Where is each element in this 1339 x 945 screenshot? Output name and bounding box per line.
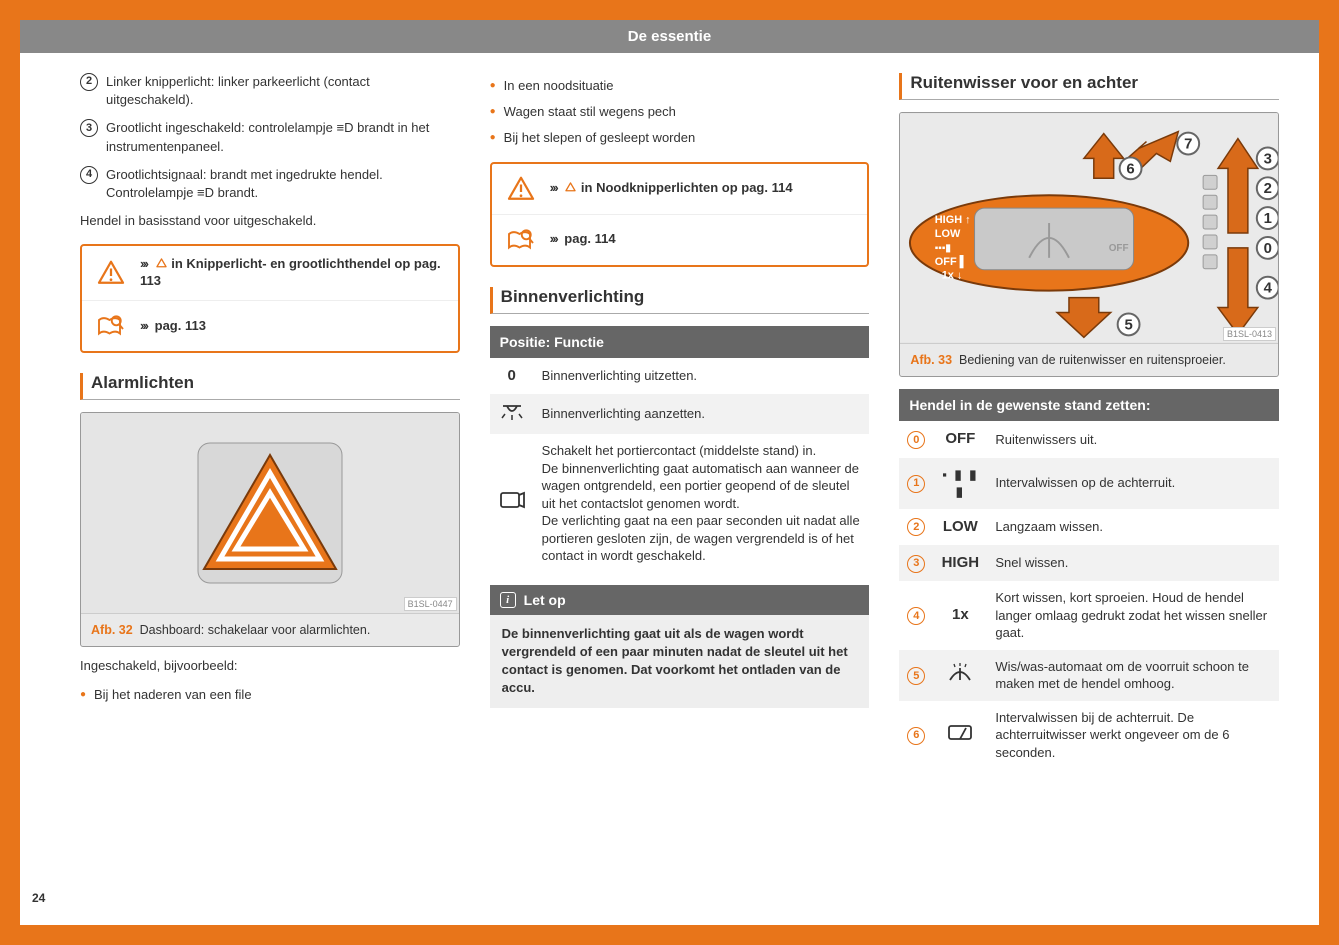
rear-wiper-icon <box>933 701 987 770</box>
table-binnenverlichting: Positie: Functie 0 Binnenverlichting uit… <box>490 326 870 573</box>
reference-box: ››› in Knipperlicht- en grootlicht­hende… <box>80 244 460 353</box>
svg-text:1x ↓: 1x ↓ <box>942 270 963 282</box>
page-number: 24 <box>32 891 45 905</box>
list-text: Grootlichtsignaal: brandt met ingedrukte… <box>106 166 460 202</box>
symbol-1x: 1x <box>933 581 987 650</box>
wiper-lever-diagram: HIGH ↑ LOW ▪▪▪▮ OFF ▌ 1x ↓ OFF <box>900 113 1278 343</box>
table-cell: Schakelt het portiercontact (middelste s… <box>534 434 870 573</box>
reference-text: ››› pag. 113 <box>140 318 206 335</box>
warning-triangle-icon <box>96 258 126 288</box>
hazard-button-icon <box>170 423 370 603</box>
door-contact-icon <box>490 434 534 573</box>
list-number: 2 <box>80 73 98 91</box>
svg-text:4: 4 <box>1264 281 1273 297</box>
svg-text:5: 5 <box>1125 317 1133 333</box>
bullet-item: Bij het naderen van een file <box>80 686 460 704</box>
section-heading-ruitenwisser: Ruitenwisser voor en achter <box>899 73 1279 100</box>
reference-box: ››› in Noodknipperlichten op pag. 114 ››… <box>490 162 870 267</box>
reference-text: ››› in Noodknipperlichten op pag. 114 <box>550 180 793 197</box>
warning-triangle-icon <box>506 174 536 204</box>
table-cell: Intervalwissen op de achterruit. <box>987 458 1279 509</box>
bullet-list: Bij het naderen van een file <box>80 686 460 704</box>
table-cell: Wis/was-automaat om de voorruit schoon t… <box>987 650 1279 701</box>
figure-id: B1SL-0447 <box>404 597 457 611</box>
row-number: 5 <box>907 667 925 685</box>
column-1: 2 Linker knipperlicht: linker parkeerlich… <box>80 73 460 769</box>
para-basisstand: Hendel in basisstand voor uitgeschakeld. <box>80 212 460 230</box>
svg-text:3: 3 <box>1264 151 1272 167</box>
svg-text:OFF: OFF <box>1109 243 1129 254</box>
bullet-item: In een noodsituatie <box>490 77 870 95</box>
list-number: 3 <box>80 119 98 137</box>
row-number: 6 <box>907 727 925 745</box>
section-heading-alarmlichten: Alarmlichten <box>80 373 460 400</box>
indicator-list: 2 Linker knipperlicht: linker parkeerlich… <box>80 73 460 202</box>
svg-text:6: 6 <box>1127 161 1135 177</box>
svg-text:2: 2 <box>1264 181 1272 197</box>
row-number: 2 <box>907 518 925 536</box>
book-magnify-icon <box>96 311 126 341</box>
note-body: De binnenverlichting gaat uit als de wag… <box>490 615 870 708</box>
svg-text:LOW: LOW <box>935 228 961 240</box>
figure-caption: Afb. 32 Dashboard: schakelaar voor alarm… <box>81 613 459 646</box>
interval-bars-icon: ▪ ▮ ▮ ▮ <box>933 458 987 509</box>
svg-text:1: 1 <box>1264 211 1272 227</box>
symbol-high: HIGH <box>933 545 987 581</box>
column-2: In een noodsituatie Wagen staat stil weg… <box>490 73 870 769</box>
note-box: iLet op De binnenverlichting gaat uit al… <box>490 585 870 708</box>
row-number: 0 <box>907 431 925 449</box>
wash-wipe-icon <box>933 650 987 701</box>
table-cell: Snel wissen. <box>987 545 1279 581</box>
reference-text: ››› pag. 114 <box>550 231 616 248</box>
figure-ruitenwisser: HIGH ↑ LOW ▪▪▪▮ OFF ▌ 1x ↓ OFF <box>899 112 1279 377</box>
svg-text:HIGH ↑: HIGH ↑ <box>935 214 971 226</box>
figure-alarmlichten: B1SL-0447 Afb. 32 Dashboard: schakelaar … <box>80 412 460 647</box>
table-ruitenwisser: Hendel in de gewenste stand zetten: 0 OF… <box>899 389 1279 769</box>
bullet-item: Bij het slepen of gesleept worden <box>490 129 870 147</box>
symbol-low: LOW <box>933 509 987 545</box>
book-magnify-icon <box>506 225 536 255</box>
symbol-zero: 0 <box>490 358 534 394</box>
note-heading: iLet op <box>490 585 870 615</box>
list-number: 4 <box>80 166 98 184</box>
table-cell: Binnenverlichting aanzetten. <box>534 394 870 434</box>
info-icon: i <box>500 592 516 608</box>
row-number: 4 <box>907 607 925 625</box>
svg-text:0: 0 <box>1264 241 1272 257</box>
section-heading-binnenverlichting: Binnenverlichting <box>490 287 870 314</box>
figure-caption: Afb. 33 Bediening van de ruitenwisser en… <box>900 343 1278 376</box>
row-number: 3 <box>907 555 925 573</box>
para-ingeschakeld: Ingeschakeld, bijvoorbeeld: <box>80 657 460 675</box>
svg-text:OFF ▌: OFF ▌ <box>935 255 968 269</box>
column-3: Ruitenwisser voor en achter HIGH ↑ LOW ▪… <box>899 73 1279 769</box>
table-header: Positie: Functie <box>490 326 870 358</box>
bullet-list: In een noodsituatie Wagen staat stil weg… <box>490 77 870 148</box>
table-cell: Langzaam wissen. <box>987 509 1279 545</box>
symbol-off: OFF <box>933 421 987 457</box>
table-header: Hendel in de gewenste stand zetten: <box>899 389 1279 421</box>
bullet-item: Wagen staat stil wegens pech <box>490 103 870 121</box>
reference-text: ››› in Knipperlicht- en grootlicht­hende… <box>140 256 444 290</box>
svg-text:▪▪▪▮: ▪▪▪▮ <box>935 243 951 254</box>
list-text: Linker knipperlicht: linker parkeerlicht… <box>106 73 460 109</box>
dome-light-on-icon <box>490 394 534 434</box>
page-header: De essentie <box>20 20 1319 53</box>
svg-text:7: 7 <box>1184 136 1192 152</box>
row-number: 1 <box>907 475 925 493</box>
table-cell: Binnenverlichting uitzetten. <box>534 358 870 394</box>
table-cell: Kort wissen, kort sproeien. Houd de hend… <box>987 581 1279 650</box>
table-cell: Ruitenwissers uit. <box>987 421 1279 457</box>
figure-id: B1SL-0413 <box>1223 327 1276 341</box>
table-cell: Intervalwissen bij de achterruit. De ach… <box>987 701 1279 770</box>
list-text: Grootlicht ingeschakeld: controlelampje … <box>106 119 460 155</box>
